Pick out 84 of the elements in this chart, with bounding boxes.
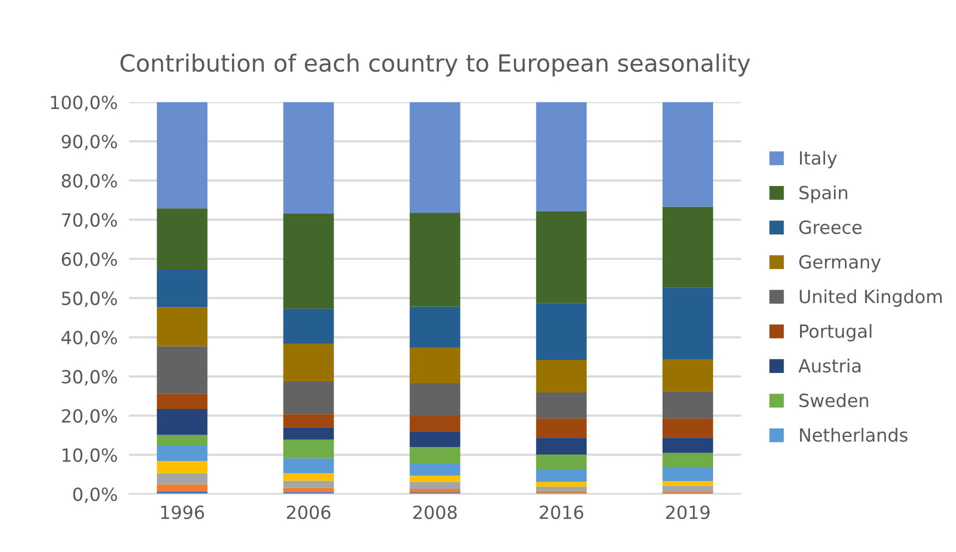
bar: [156, 408, 208, 435]
bar: [662, 452, 714, 467]
y-tick-label: 70,0%: [62, 213, 117, 229]
bar: [662, 391, 714, 418]
bar: [410, 431, 460, 448]
legend-label: Sweden: [799, 393, 868, 408]
legend-label: Germany: [799, 255, 881, 272]
y-tick-label: 20,0%: [62, 409, 117, 425]
bar: [662, 438, 714, 453]
y-tick-label: 50,0%: [62, 292, 117, 308]
bar: [536, 486, 587, 491]
bar: [156, 445, 208, 462]
bar: [283, 427, 334, 440]
bar: [536, 438, 587, 454]
bar: [662, 288, 714, 360]
bar: [156, 434, 208, 446]
y-tick-label: 40,0%: [61, 330, 117, 346]
bar: [536, 102, 587, 212]
bar: [662, 481, 714, 486]
bar: [536, 454, 587, 469]
legend-label: Spain: [799, 185, 848, 203]
legend-label: Austria: [798, 358, 860, 373]
bar: [662, 418, 714, 438]
bar: [410, 488, 460, 492]
y-tick-label: 30,0%: [62, 370, 117, 386]
legend-label: Greece: [799, 220, 862, 234]
legend-label: Italy: [800, 150, 837, 168]
bar: [156, 394, 208, 409]
bar: [283, 414, 334, 428]
bar: [283, 308, 334, 344]
bar: [662, 102, 714, 207]
bar: [283, 344, 334, 382]
bar: [536, 392, 587, 418]
bar: [410, 306, 460, 348]
bar: [410, 416, 460, 432]
y-tick-label: 60,0%: [62, 252, 117, 268]
legend-label: United Kingdom: [800, 289, 942, 307]
bar: [156, 307, 208, 346]
bar: [156, 269, 208, 308]
bar: [536, 418, 587, 438]
x-tick-label: 1996: [161, 505, 204, 520]
bar: [156, 461, 208, 474]
bar: [156, 473, 208, 484]
x-tick-label: 2008: [413, 505, 457, 520]
bar: [156, 346, 208, 394]
bar: [536, 211, 587, 304]
bar: [410, 463, 460, 476]
bar: [410, 476, 460, 482]
y-tick-label: 100,0%: [51, 96, 117, 112]
bar: [283, 102, 334, 214]
bar: [410, 212, 460, 307]
bar: [283, 213, 334, 309]
y-tick-label: 80,0%: [62, 174, 117, 190]
bar: [283, 488, 334, 492]
bar: [410, 482, 460, 489]
bar: [283, 382, 334, 414]
legend-label: Netherlands: [800, 428, 908, 442]
bar: [536, 360, 587, 393]
chart-title: Contribution of each country to European seasonality: [120, 54, 750, 76]
bar: [662, 360, 714, 392]
legend-label: Portugal: [800, 324, 872, 342]
x-tick-label: 2006: [286, 505, 330, 520]
bar: [156, 484, 208, 492]
bar: [283, 458, 334, 474]
x-tick-label: 2019: [666, 505, 710, 520]
bar: [156, 208, 208, 270]
bar: [536, 468, 587, 482]
bar: [662, 467, 714, 482]
bar: [410, 447, 460, 464]
bar: [410, 102, 460, 213]
bar: [410, 348, 460, 384]
y-tick-label: 10,0%: [62, 448, 117, 464]
y-tick-label: 90,0%: [62, 134, 117, 150]
bar: [662, 206, 714, 288]
bar: [536, 303, 587, 360]
x-tick-label: 2016: [540, 505, 584, 520]
bar: [662, 486, 714, 492]
bar: [410, 384, 460, 416]
y-tick-label: 0,0%: [73, 488, 117, 503]
bar: [536, 482, 587, 487]
bar: [283, 473, 334, 481]
bar: [283, 480, 334, 488]
bar: [156, 102, 208, 208]
bar: [283, 440, 334, 458]
